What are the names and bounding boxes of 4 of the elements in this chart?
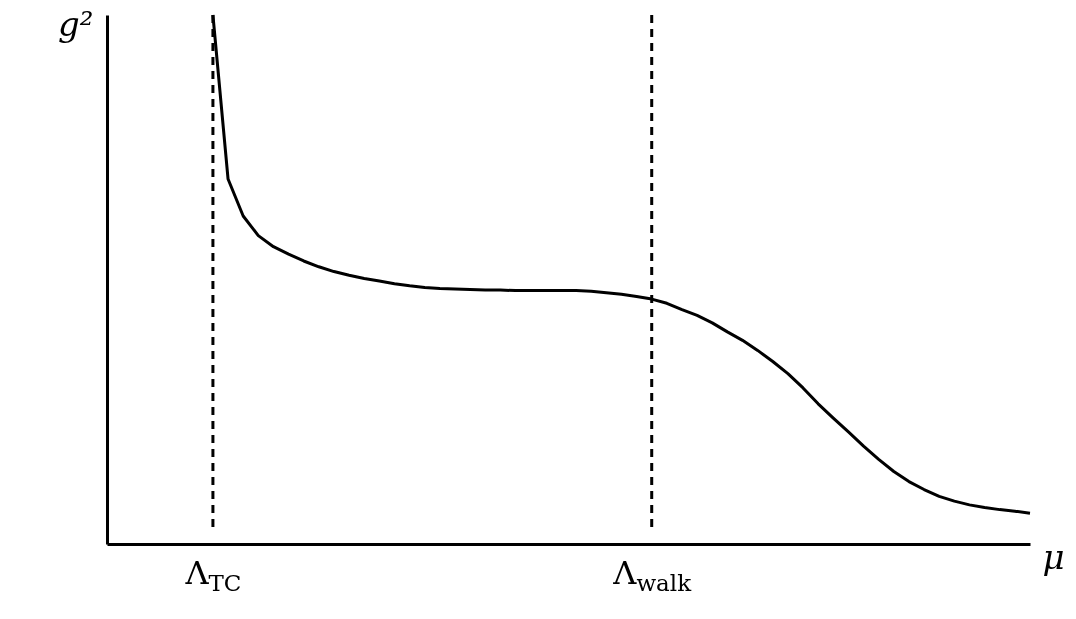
- x-tick-label: Λ$_{walk}$: [612, 553, 693, 596]
- x-axis-title: μ: [1042, 536, 1065, 577]
- x-tick-label: Λ$_{TC}$: [184, 553, 242, 596]
- y-axis-title: g²: [58, 3, 94, 44]
